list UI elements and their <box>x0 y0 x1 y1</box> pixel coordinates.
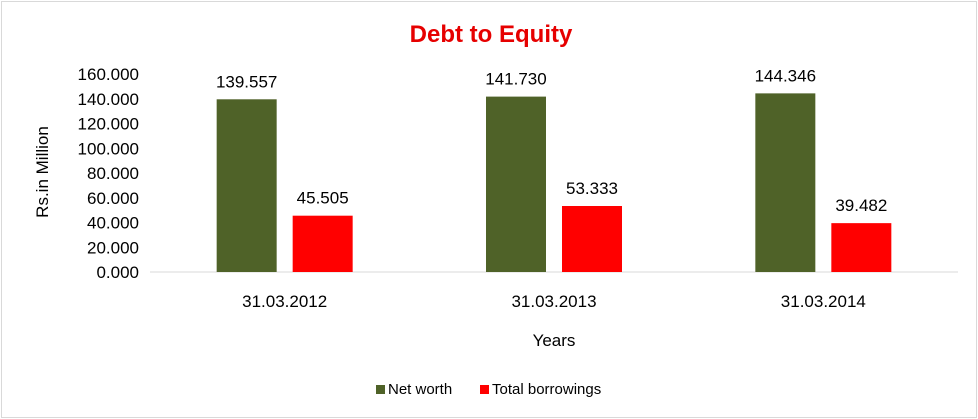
y-tick-label: 80.000 <box>87 164 139 183</box>
y-tick-label: 0.000 <box>96 263 139 282</box>
bar-net-worth <box>216 99 277 272</box>
bar-total-borrowings <box>831 223 892 272</box>
legend-swatch <box>376 385 385 394</box>
x-axis-tick-labels: 31.03.2012 31.03.2013 31.03.2014 <box>242 292 866 311</box>
y-tick-label: 20.000 <box>87 238 139 257</box>
legend-label: Total borrowings <box>492 381 601 398</box>
y-tick-label: 100.000 <box>78 139 139 158</box>
data-labels: 139.557 45.505 141.730 53.333 144.346 39.482 <box>216 66 887 215</box>
legend: Net worth Total borrowings <box>376 381 601 398</box>
chart-title: Debt to Equity <box>410 21 573 48</box>
legend-label: Net worth <box>388 381 452 398</box>
y-axis-title: Rs.in Million <box>33 126 52 218</box>
x-axis-title: Years <box>533 331 576 350</box>
y-tick-label: 140.000 <box>78 90 139 109</box>
y-tick-label: 160.000 <box>78 65 139 84</box>
bar-total-borrowings <box>292 215 353 272</box>
data-label: 139.557 <box>216 72 277 91</box>
data-label: 45.505 <box>297 189 349 208</box>
y-tick-label: 120.000 <box>78 115 139 134</box>
bar-total-borrowings <box>562 206 622 272</box>
bar-net-worth <box>486 96 546 272</box>
bar-net-worth <box>755 93 816 272</box>
x-tick-label: 31.03.2013 <box>511 292 596 311</box>
x-tick-label: 31.03.2012 <box>242 292 327 311</box>
data-label: 144.346 <box>755 66 816 85</box>
y-tick-label: 60.000 <box>87 189 139 208</box>
bars <box>216 93 892 272</box>
data-label: 39.482 <box>835 196 887 215</box>
data-label: 53.333 <box>566 179 618 198</box>
y-tick-label: 40.000 <box>87 214 139 233</box>
y-axis: 0.000 20.000 40.000 60.000 80.000 100.000 120.… <box>78 65 139 282</box>
data-label: 141.730 <box>485 70 546 89</box>
x-tick-label: 31.03.2014 <box>781 292 866 311</box>
legend-swatch <box>480 385 489 394</box>
